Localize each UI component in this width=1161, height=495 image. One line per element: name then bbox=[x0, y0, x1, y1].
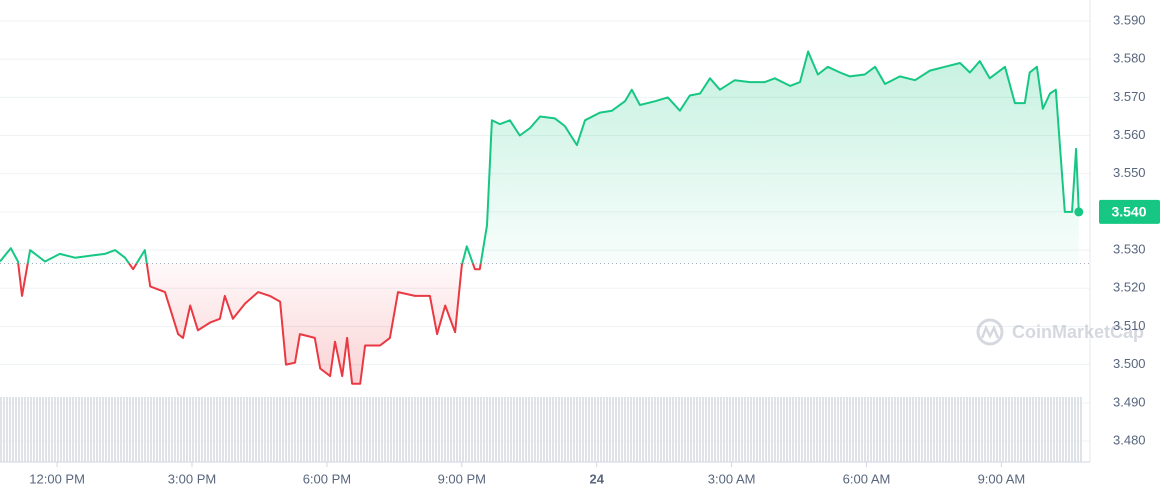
y-tick-label: 3.590 bbox=[1113, 12, 1146, 27]
y-tick-label: 3.480 bbox=[1113, 432, 1146, 447]
x-tick-label: 6:00 PM bbox=[303, 471, 351, 486]
y-tick-label: 3.550 bbox=[1113, 165, 1146, 180]
watermark: CoinMarketCap bbox=[976, 318, 1144, 346]
x-tick-label: 3:00 PM bbox=[168, 471, 216, 486]
y-tick-label: 3.490 bbox=[1113, 394, 1146, 409]
x-tick-label: 9:00 PM bbox=[438, 471, 486, 486]
y-tick-label: 3.560 bbox=[1113, 127, 1146, 142]
y-tick-label: 3.570 bbox=[1113, 89, 1146, 104]
watermark-text: CoinMarketCap bbox=[1012, 322, 1144, 342]
volume-bars bbox=[0, 397, 1083, 462]
last-point bbox=[1074, 207, 1084, 217]
price-badge bbox=[1099, 199, 1160, 224]
y-tick-label: 3.530 bbox=[1113, 242, 1146, 257]
x-tick-label: 9:00 AM bbox=[978, 471, 1026, 486]
y-tick-label: 3.520 bbox=[1113, 280, 1146, 295]
price-line bbox=[0, 50, 1080, 385]
y-tick-label: 3.510 bbox=[1113, 318, 1146, 333]
price-badge-label: 3.540 bbox=[1111, 204, 1146, 220]
y-tick-label: 3.500 bbox=[1113, 356, 1146, 371]
y-tick-label: 3.580 bbox=[1113, 51, 1146, 66]
price-area bbox=[0, 51, 1079, 384]
x-tick-label: 3:00 AM bbox=[708, 471, 756, 486]
x-tick-label: 24 bbox=[589, 471, 604, 486]
x-tick-label: 6:00 AM bbox=[843, 471, 891, 486]
x-tick-label: 12:00 PM bbox=[29, 471, 85, 486]
